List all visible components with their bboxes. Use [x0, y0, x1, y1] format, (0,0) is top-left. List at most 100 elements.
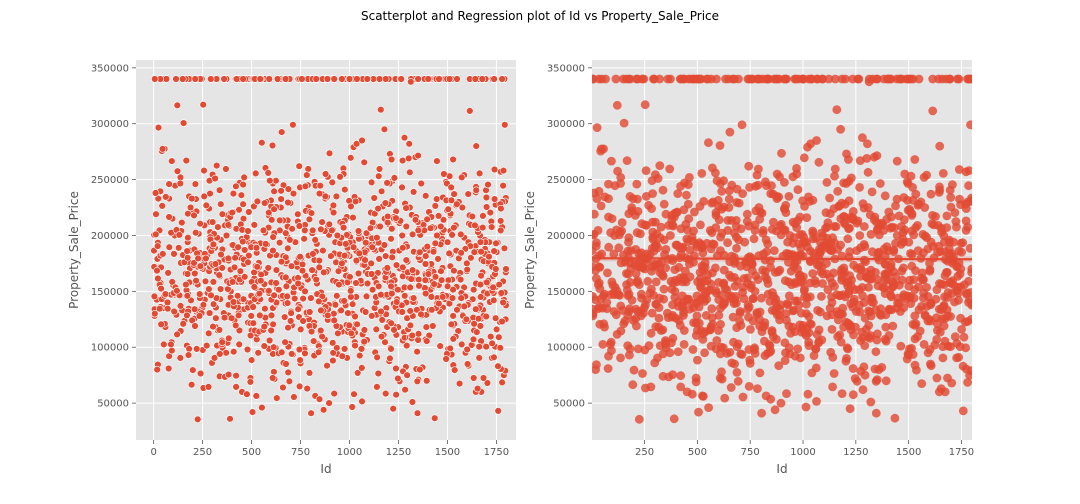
- data-point: [446, 344, 454, 353]
- y-tick-label: 250000: [91, 175, 129, 186]
- data-point: [592, 209, 599, 219]
- data-point: [711, 263, 720, 273]
- data-point: [770, 405, 780, 415]
- data-point: [679, 205, 689, 215]
- data-point: [941, 74, 951, 84]
- data-point: [191, 322, 199, 330]
- data-point: [750, 287, 760, 296]
- data-point: [683, 180, 693, 190]
- y-tick-label: 300000: [547, 119, 585, 130]
- data-point: [196, 220, 204, 228]
- data-point: [416, 365, 424, 374]
- data-point: [151, 75, 159, 83]
- data-point: [682, 190, 691, 200]
- data-point: [602, 304, 612, 314]
- data-point: [176, 302, 185, 310]
- data-point: [358, 397, 366, 406]
- data-point: [413, 348, 421, 356]
- data-point: [182, 156, 191, 165]
- data-point: [463, 345, 471, 354]
- data-point: [745, 355, 755, 365]
- data-point: [875, 309, 885, 319]
- data-point: [719, 265, 729, 275]
- data-point: [382, 389, 390, 398]
- data-point: [848, 213, 858, 223]
- data-point: [631, 304, 641, 314]
- data-point: [229, 298, 238, 306]
- data-point: [423, 337, 431, 345]
- data-point: [772, 169, 782, 179]
- data-point: [943, 373, 952, 383]
- data-point: [367, 259, 375, 268]
- data-point: [864, 283, 873, 292]
- data-point: [281, 338, 289, 346]
- data-point: [296, 253, 304, 261]
- data-point: [887, 305, 897, 315]
- data-point: [793, 344, 803, 354]
- data-point: [829, 204, 839, 214]
- data-point: [151, 189, 160, 197]
- x-tick-label: 250: [635, 447, 654, 458]
- data-point: [722, 285, 732, 295]
- data-point: [235, 340, 243, 349]
- data-point: [218, 338, 226, 346]
- data-point: [234, 292, 242, 300]
- data-point: [622, 156, 632, 166]
- data-point: [942, 223, 952, 233]
- data-point: [451, 366, 459, 374]
- data-point: [439, 216, 448, 224]
- data-point: [414, 330, 423, 338]
- data-point: [334, 267, 343, 275]
- data-point: [497, 289, 505, 297]
- data-point: [173, 167, 182, 175]
- data-point: [849, 260, 859, 270]
- data-point: [782, 389, 791, 398]
- data-point: [775, 311, 784, 320]
- data-point: [717, 186, 727, 196]
- data-point: [295, 382, 304, 391]
- data-point: [431, 239, 439, 248]
- y-tick-label: 100000: [547, 343, 585, 354]
- data-point: [624, 233, 634, 243]
- data-point: [427, 293, 436, 301]
- data-point: [734, 235, 743, 245]
- data-point: [200, 192, 208, 201]
- data-point: [800, 328, 810, 338]
- data-point: [733, 376, 743, 386]
- data-point: [964, 298, 972, 307]
- data-point: [692, 311, 702, 321]
- data-point: [925, 265, 935, 274]
- data-point: [482, 193, 491, 202]
- data-point: [228, 278, 237, 286]
- data-point: [938, 342, 948, 352]
- data-point: [215, 271, 223, 279]
- data-point: [377, 332, 386, 341]
- data-point: [224, 254, 233, 263]
- data-point: [417, 310, 425, 318]
- data-point: [729, 337, 738, 347]
- data-point: [619, 319, 629, 329]
- data-point: [806, 319, 816, 329]
- data-point: [668, 370, 678, 379]
- data-point: [353, 75, 361, 83]
- data-point: [301, 287, 309, 296]
- data-point: [595, 319, 605, 329]
- data-point: [362, 292, 371, 301]
- data-point: [597, 249, 607, 259]
- data-point: [904, 237, 914, 247]
- data-point: [346, 273, 354, 281]
- data-point: [871, 376, 881, 386]
- data-point: [672, 208, 681, 218]
- data-point: [935, 141, 945, 151]
- data-point: [701, 311, 711, 320]
- data-point: [818, 279, 827, 288]
- data-point: [448, 231, 456, 239]
- data-point: [804, 341, 814, 350]
- data-point: [604, 179, 613, 189]
- data-point: [282, 229, 290, 237]
- data-point: [831, 222, 841, 231]
- data-point: [964, 166, 972, 175]
- data-point: [285, 377, 294, 385]
- data-point: [440, 170, 448, 178]
